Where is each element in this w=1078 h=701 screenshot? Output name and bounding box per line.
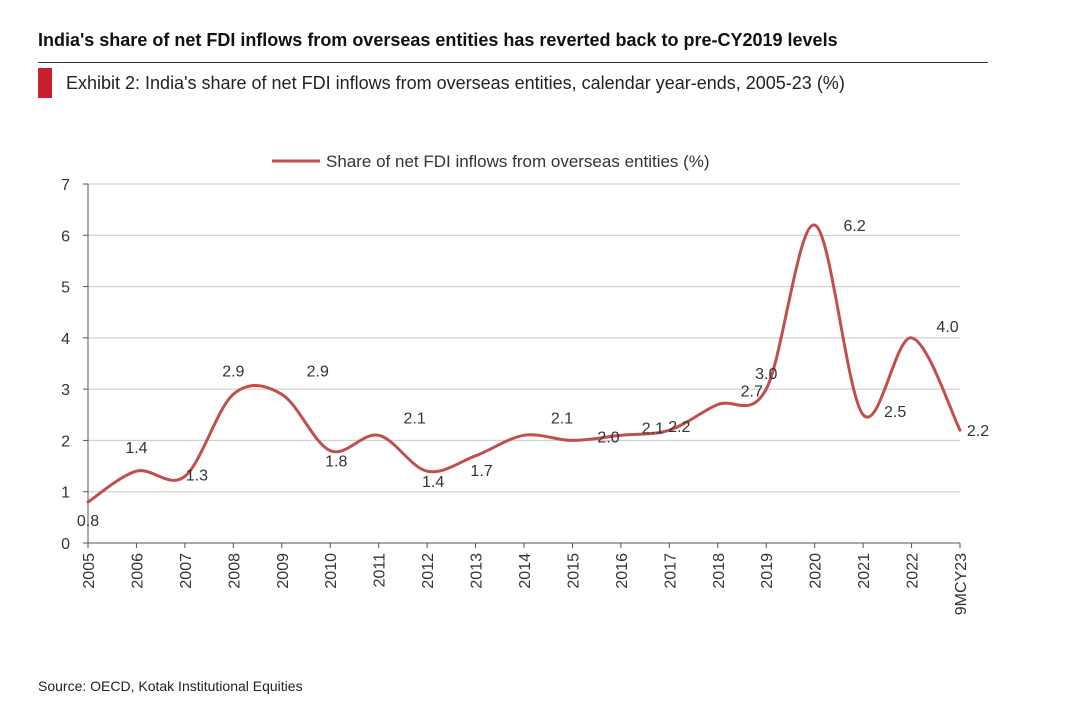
data-labels: 0.81.41.32.9 2.91.82.11.41.72.12.02.1 2.22…	[77, 218, 989, 530]
x-tick-label: 2014	[517, 553, 534, 589]
data-label: 2.1	[404, 410, 426, 427]
x-tick-label: 2012	[420, 553, 437, 589]
x-tick-label: 2009	[275, 553, 292, 589]
x-tick-label: 2019	[759, 553, 776, 589]
y-tick-label: 4	[61, 331, 70, 348]
x-tick-label: 2021	[856, 553, 873, 589]
x-tick-label: 2008	[226, 553, 243, 589]
source-note: Source: OECD, Kotak Institutional Equiti…	[38, 678, 303, 694]
gridlines	[88, 183, 960, 493]
data-label: 2.1	[551, 410, 573, 427]
data-label: 2.9	[222, 363, 244, 380]
data-label: 2.7	[741, 384, 763, 401]
x-tick-label: 2011	[372, 553, 389, 588]
data-label: 1.8	[325, 454, 347, 471]
exhibit-marker	[38, 68, 52, 98]
x-tick-label: 2016	[614, 553, 631, 589]
y-tick-label: 0	[61, 536, 70, 553]
data-label: 1.3	[186, 467, 208, 484]
x-tick-label: 2017	[662, 553, 679, 589]
data-label: 1.4	[422, 474, 444, 491]
data-label: 2.2	[967, 423, 989, 440]
x-tick-label: 2013	[469, 553, 486, 589]
y-tick-label: 3	[61, 382, 70, 399]
y-tick-label: 7	[61, 177, 70, 194]
y-tick-label: 6	[61, 228, 70, 245]
data-label: 2.1	[642, 420, 664, 437]
series-line	[86, 223, 962, 504]
x-tick-label: 9MCY23	[953, 553, 970, 615]
y-tick-labels: 0 1 2 3 4 5 6 7	[61, 177, 70, 553]
x-tick-label: 2022	[905, 553, 922, 589]
x-tick-label: 2005	[81, 553, 98, 589]
legend: Share of net FDI inflows from overseas e…	[272, 152, 710, 171]
data-label: 0.8	[77, 513, 99, 530]
x-tick-label: 2015	[565, 553, 582, 589]
data-label: 2.2	[668, 419, 690, 436]
x-tick-labels: 2005 2006 2007 2008 2009 2010 2011 2012 2013 2014…	[81, 553, 970, 615]
data-label: 2.9	[307, 363, 329, 380]
legend-label: Share of net FDI inflows from overseas e…	[326, 152, 710, 171]
data-label: 6.2	[844, 218, 866, 235]
data-label: 1.4	[125, 440, 147, 457]
x-tick-label: 2007	[178, 553, 195, 589]
x-tick-label: 2020	[808, 553, 825, 589]
exhibit-subtitle: Exhibit 2: India's share of net FDI infl…	[66, 73, 845, 93]
data-label: 4.0	[936, 319, 958, 336]
data-label: 2.0	[597, 429, 619, 446]
data-label: 3.0	[755, 366, 777, 383]
header-rule	[38, 62, 988, 63]
data-label: 1.7	[470, 463, 492, 480]
x-tick-label: 2006	[129, 553, 146, 589]
y-tick-label: 1	[61, 485, 70, 502]
headline: India's share of net FDI inflows from ov…	[38, 30, 838, 50]
y-tick-label: 2	[61, 433, 70, 450]
x-tick-label: 2018	[711, 553, 728, 589]
y-tick-label: 5	[61, 280, 70, 297]
data-label: 2.5	[884, 404, 906, 421]
series-lines	[86, 223, 962, 504]
axes	[83, 183, 961, 548]
x-tick-label: 2010	[323, 553, 340, 589]
